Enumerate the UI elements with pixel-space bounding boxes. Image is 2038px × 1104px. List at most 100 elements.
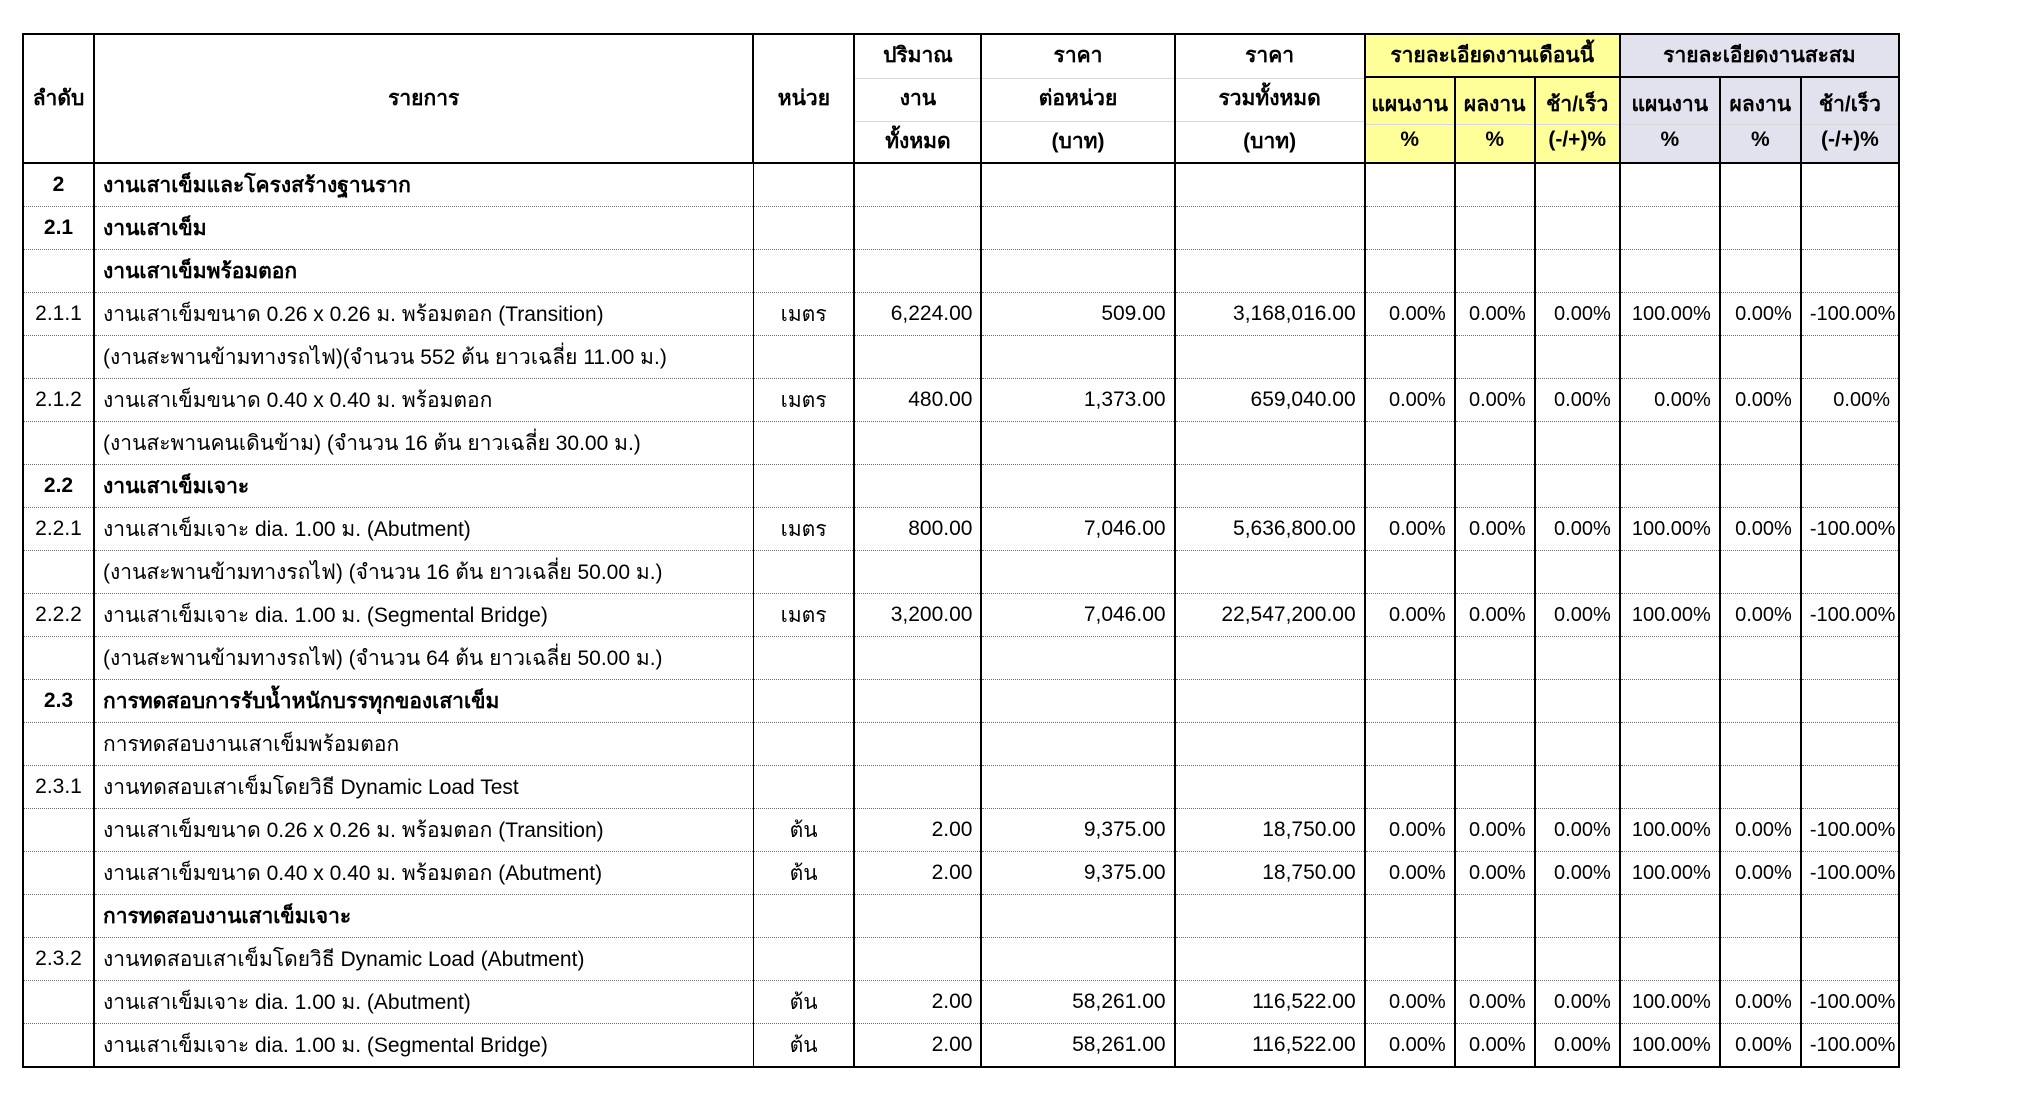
unit-cell <box>753 937 856 981</box>
cum-plan-cell <box>1619 464 1721 508</box>
total-price-cell <box>1174 464 1366 508</box>
month-actual-cell: 0.00% <box>1454 1023 1536 1067</box>
month-actual-cell <box>1454 765 1536 809</box>
cum-actual-cell <box>1719 636 1802 680</box>
qty-cell: 2.00 <box>854 980 983 1024</box>
cum-actual-cell <box>1719 206 1802 250</box>
cum-diff-cell <box>1800 550 1901 594</box>
total-price-cell: 659,040.00 <box>1174 378 1366 422</box>
qty-cell <box>854 894 983 938</box>
cum-plan-cell <box>1619 894 1721 938</box>
table-row: 2.1 งานเสาเข็ม <box>23 206 1901 250</box>
qty-cell: 2.00 <box>854 808 983 852</box>
header-qty-line1: ปริมาณ <box>883 44 953 68</box>
total-price-cell <box>1174 249 1366 293</box>
cum-actual-cell <box>1719 335 1802 379</box>
month-plan-cell <box>1364 163 1456 207</box>
table-row: 2.3.1 งานทดสอบเสาเข็มโดยวิธี Dynamic Load… <box>23 765 1901 809</box>
month-diff-cell <box>1534 937 1621 981</box>
month-diff-header: ช้า/เร็ว (-/+)% <box>1533 75 1621 165</box>
cum-diff-cell: 0.00% <box>1800 378 1901 422</box>
cum-plan-cell <box>1619 937 1721 981</box>
month-plan-label: แผนงาน <box>1371 92 1448 116</box>
month-plan-cell <box>1364 421 1456 465</box>
month-diff-cell <box>1534 722 1621 766</box>
total-price-cell <box>1174 163 1366 207</box>
month-actual-pct: % <box>1455 123 1534 155</box>
unit-cell: ต้น <box>753 1023 856 1067</box>
qty-cell <box>854 249 983 293</box>
table-row: งานเสาเข็มขนาด 0.26 x 0.26 ม. พร้อมตอก (… <box>23 808 1901 852</box>
cum-plan-cell <box>1619 722 1721 766</box>
month-plan-cell <box>1364 937 1456 981</box>
unit-cell <box>753 679 856 723</box>
row-no-cell: 2.3 <box>23 679 96 723</box>
month-diff-cell <box>1534 765 1621 809</box>
header-col-no-label: ลำดับ <box>32 87 85 110</box>
cum-actual-cell <box>1719 894 1802 938</box>
table-row: 2.2.1 งานเสาเข็มเจาะ dia. 1.00 ม. (Abutme… <box>23 507 1901 551</box>
unit-price-cell <box>981 722 1176 766</box>
month-plan-cell <box>1364 765 1456 809</box>
item-cell: งานทดสอบเสาเข็มโดยวิธี Dynamic Load (Abu… <box>94 937 754 981</box>
month-plan-cell <box>1364 464 1456 508</box>
cum-diff-cell <box>1800 679 1901 723</box>
qty-cell: 800.00 <box>854 507 983 551</box>
cum-plan-cell: 100.00% <box>1619 980 1721 1024</box>
qty-cell: 480.00 <box>854 378 983 422</box>
table-row: 2.1.2 งานเสาเข็มขนาด 0.40 x 0.40 ม. พร้อม… <box>23 378 1901 422</box>
row-no-cell <box>23 894 96 938</box>
cum-diff-cell <box>1800 636 1901 680</box>
month-diff-cell <box>1534 550 1621 594</box>
month-plan-cell <box>1364 249 1456 293</box>
table-row: งานเสาเข็มเจาะ dia. 1.00 ม. (Abutment) ต้… <box>23 980 1901 1024</box>
row-no-cell: 2.1 <box>23 206 96 250</box>
unit-cell: ต้น <box>753 808 856 852</box>
qty-cell: 3,200.00 <box>854 593 983 637</box>
progress-report-table: ลำดับ รายการ หน่วย ปริมาณ งาน ทั้งหมด <box>21 33 1901 1068</box>
qty-cell <box>854 636 983 680</box>
unit-price-cell: 1,373.00 <box>981 378 1176 422</box>
total-price-cell <box>1174 421 1366 465</box>
cum-plan-label: แผนงาน <box>1631 92 1709 116</box>
month-diff-cell: 0.00% <box>1534 1023 1621 1067</box>
unit-cell <box>753 550 856 594</box>
header-total-price-line2: รวมทั้งหมด <box>1175 77 1364 118</box>
row-no-cell <box>23 335 96 379</box>
item-cell: งานเสาเข็มเจาะ dia. 1.00 ม. (Abutment) <box>94 507 754 551</box>
cum-actual-cell: 0.00% <box>1719 808 1802 852</box>
item-cell: งานเสาเข็มขนาด 0.40 x 0.40 ม. พร้อมตอก (… <box>94 851 754 895</box>
unit-cell: ต้น <box>753 980 856 1024</box>
month-plan-header: แผนงาน % <box>1363 75 1456 165</box>
table-row: การทดสอบงานเสาเข็มพร้อมตอก <box>23 722 1901 766</box>
month-plan-cell: 0.00% <box>1364 292 1456 336</box>
month-diff-cell: 0.00% <box>1534 593 1621 637</box>
qty-cell: 2.00 <box>854 851 983 895</box>
qty-cell <box>854 163 983 207</box>
item-cell: งานเสาเข็มขนาด 0.40 x 0.40 ม. พร้อมตอก <box>94 378 754 422</box>
month-actual-cell <box>1454 464 1536 508</box>
cum-plan-cell: 100.00% <box>1619 1023 1721 1067</box>
qty-cell <box>854 421 983 465</box>
month-plan-cell: 0.00% <box>1364 808 1456 852</box>
month-diff-cell <box>1534 464 1621 508</box>
month-diff-label: ช้า/เร็ว <box>1546 92 1609 116</box>
cum-plan-cell <box>1619 679 1721 723</box>
item-cell: งานเสาเข็มขนาด 0.26 x 0.26 ม. พร้อมตอก (… <box>94 292 754 336</box>
total-price-cell: 18,750.00 <box>1174 808 1366 852</box>
month-diff-cell: 0.00% <box>1534 980 1621 1024</box>
unit-cell: เมตร <box>753 507 856 551</box>
cumulative-group-header: รายละเอียดงานสะสม <box>1618 33 1901 78</box>
unit-cell <box>753 335 856 379</box>
table-row: การทดสอบงานเสาเข็มเจาะ <box>23 894 1901 938</box>
qty-cell <box>854 206 983 250</box>
item-cell: (งานสะพานคนเดินข้าม) (จำนวน 16 ต้น ยาวเฉ… <box>94 421 754 465</box>
cum-plan-cell <box>1619 163 1721 207</box>
cum-actual-label: ผลงาน <box>1729 92 1792 116</box>
cum-plan-cell <box>1619 249 1721 293</box>
row-no-cell <box>23 550 96 594</box>
month-plan-cell: 0.00% <box>1364 1023 1456 1067</box>
header-col-item-label: รายการ <box>388 87 460 110</box>
cum-diff-cell: -100.00% <box>1800 980 1901 1024</box>
total-price-cell: 5,636,800.00 <box>1174 507 1366 551</box>
